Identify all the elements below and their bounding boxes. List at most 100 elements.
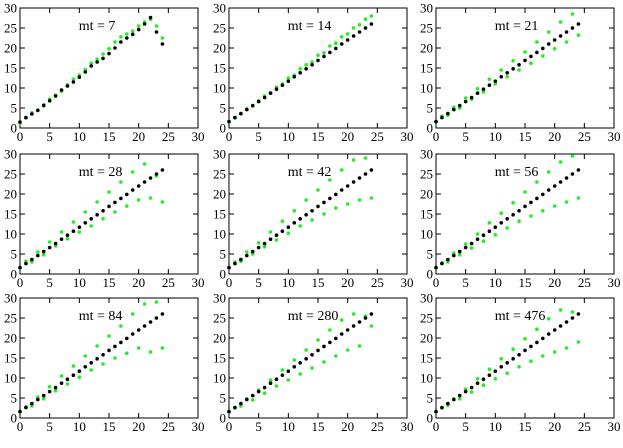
data-point (463, 245, 468, 250)
x-tick-label: 0 (17, 129, 24, 144)
y-tick-label: 30 (420, 291, 433, 306)
data-point (511, 347, 515, 352)
y-tick-label: 15 (4, 61, 17, 76)
data-point (535, 180, 539, 184)
x-tick-label: 0 (433, 275, 440, 290)
x-tick-label: 10 (282, 419, 295, 434)
y-tick-label: 25 (4, 21, 17, 36)
x-tick-label: 30 (401, 419, 414, 434)
data-point (475, 232, 480, 236)
data-point (481, 377, 486, 382)
data-point (24, 115, 28, 120)
data-point (119, 340, 123, 345)
data-point (475, 381, 480, 386)
y-tick-label: 30 (213, 1, 226, 16)
x-tick-label: 0 (17, 419, 24, 434)
data-point (535, 50, 539, 55)
data-point (280, 229, 285, 233)
x-tick-label: 25 (371, 129, 384, 144)
data-series (18, 162, 165, 270)
data-point (148, 350, 153, 354)
data-point (125, 204, 129, 208)
data-point (541, 192, 545, 197)
x-tick-label: 5 (46, 129, 53, 144)
data-point (434, 119, 438, 124)
data-point (529, 200, 533, 205)
data-point (142, 302, 147, 306)
data-point (339, 332, 344, 336)
data-point (558, 20, 563, 24)
data-point (77, 225, 82, 229)
data-point (487, 373, 492, 378)
data-point (440, 405, 444, 410)
x-tick-label: 5 (255, 275, 262, 290)
x-tick-label: 5 (255, 129, 262, 144)
data-point (499, 68, 504, 72)
data-point (328, 328, 332, 332)
data-point (546, 30, 551, 34)
data-point (558, 34, 563, 38)
data-point (310, 366, 314, 370)
x-tick-label: 0 (433, 419, 440, 434)
x-tick-label: 20 (341, 275, 354, 290)
data-point (298, 67, 303, 71)
data-point (95, 57, 99, 61)
data-point (493, 369, 498, 374)
data-point (245, 250, 249, 254)
data-point (316, 338, 320, 342)
data-point (36, 397, 40, 402)
data-point (511, 59, 515, 63)
x-tick-label: 25 (162, 275, 175, 290)
data-point (59, 381, 64, 386)
data-point (351, 324, 356, 328)
x-tick-label: 25 (578, 419, 591, 434)
chart-panel: 0 5 10 15 20 25 30 0 5 10 15 20 25 30 mt = 56 (420, 147, 621, 291)
data-point (552, 184, 557, 188)
data-point (576, 340, 581, 344)
data-point (552, 328, 557, 332)
data-point (154, 30, 159, 34)
data-point (142, 324, 147, 328)
data-point (357, 176, 362, 180)
data-point (446, 401, 450, 406)
data-point (125, 351, 129, 356)
data-point (369, 22, 374, 26)
x-tick-label: 10 (282, 275, 295, 290)
data-point (59, 374, 64, 378)
y-tick-label: 25 (420, 167, 433, 182)
data-point (487, 77, 492, 81)
data-point (564, 40, 569, 44)
data-point (535, 40, 539, 44)
data-point (469, 385, 474, 390)
y-tick-label: 15 (420, 351, 433, 366)
y-tick-label: 20 (213, 41, 226, 56)
data-point (511, 201, 515, 205)
y-tick-label: 15 (420, 61, 433, 76)
data-point (41, 397, 46, 401)
data-point (83, 70, 88, 74)
data-point (552, 38, 557, 42)
data-point (369, 196, 374, 200)
y-tick-label: 30 (420, 1, 433, 16)
x-tick-label: 15 (103, 419, 116, 434)
data-point (59, 230, 64, 234)
data-point (95, 357, 99, 361)
y-tick-label: 25 (4, 167, 17, 182)
data-point (77, 375, 82, 380)
data-point (369, 168, 374, 172)
data-point (89, 217, 93, 221)
panel-annotation: mt = 84 (79, 309, 123, 324)
data-point (292, 75, 297, 79)
data-point (469, 95, 474, 100)
data-point (523, 58, 527, 63)
y-tick-label: 25 (213, 311, 226, 326)
data-series (227, 168, 374, 270)
data-point (18, 409, 22, 414)
data-point (89, 224, 93, 228)
data-point (53, 241, 58, 246)
data-point (89, 361, 93, 365)
data-point (529, 54, 533, 59)
data-point (136, 24, 141, 28)
y-tick-label: 15 (4, 207, 17, 222)
